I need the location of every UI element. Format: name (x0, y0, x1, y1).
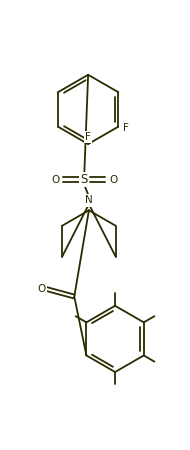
Text: N: N (85, 195, 93, 205)
Text: F: F (123, 123, 129, 133)
Text: F: F (85, 132, 91, 142)
Text: S: S (81, 173, 88, 186)
Text: O: O (37, 284, 45, 294)
Text: O: O (51, 175, 59, 184)
Text: O: O (109, 175, 118, 184)
